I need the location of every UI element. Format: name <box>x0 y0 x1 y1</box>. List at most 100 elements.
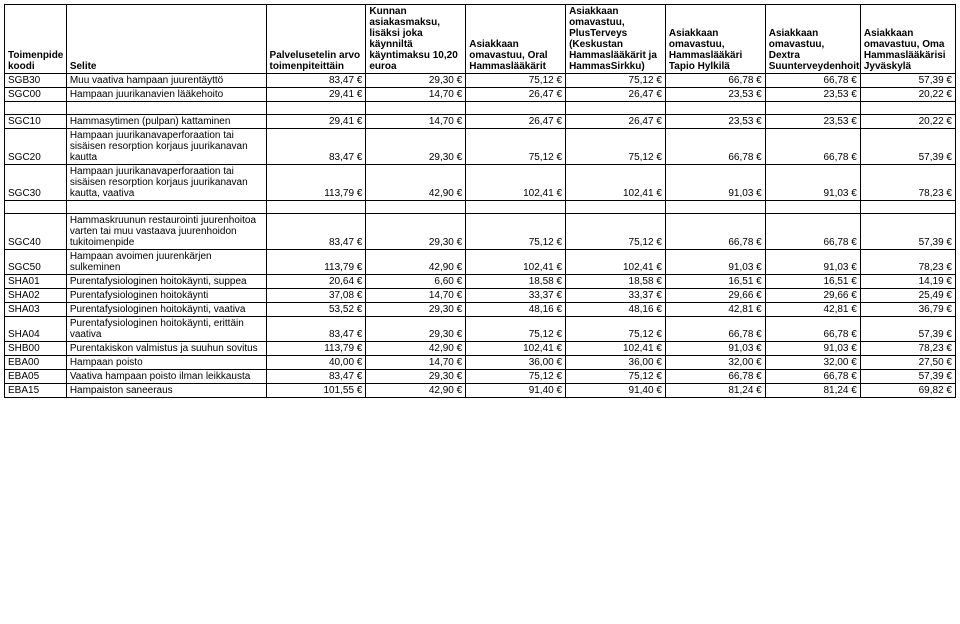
value-cell: 81,24 € <box>765 384 860 398</box>
value-cell: 66,78 € <box>665 370 765 384</box>
table-row: SGC50Hampaan avoimen juurenkärjen sulkem… <box>5 250 956 275</box>
spacer-row <box>5 102 956 115</box>
value-cell: 27,50 € <box>860 356 955 370</box>
desc-cell: Purentafysiologinen hoitokäynti <box>66 289 266 303</box>
value-cell: 102,41 € <box>466 250 566 275</box>
col-header: Kunnan asiakasmaksu, lisäksi joka käynni… <box>366 5 466 74</box>
table-row: SHA02Purentafysiologinen hoitokäynti37,0… <box>5 289 956 303</box>
code-cell: EBA05 <box>5 370 67 384</box>
value-cell: 29,30 € <box>366 303 466 317</box>
value-cell: 42,90 € <box>366 250 466 275</box>
value-cell: 102,41 € <box>466 342 566 356</box>
value-cell: 29,41 € <box>266 88 366 102</box>
code-cell: EBA15 <box>5 384 67 398</box>
value-cell: 75,12 € <box>466 317 566 342</box>
value-cell: 36,00 € <box>466 356 566 370</box>
value-cell: 66,78 € <box>665 317 765 342</box>
value-cell: 23,53 € <box>765 88 860 102</box>
value-cell: 78,23 € <box>860 250 955 275</box>
value-cell: 75,12 € <box>566 370 666 384</box>
value-cell: 18,58 € <box>466 275 566 289</box>
value-cell: 26,47 € <box>566 115 666 129</box>
value-cell: 57,39 € <box>860 129 955 165</box>
code-cell: SGC10 <box>5 115 67 129</box>
value-cell: 75,12 € <box>566 317 666 342</box>
table-row: SGC00Hampaan juurikanavien lääkehoito29,… <box>5 88 956 102</box>
value-cell: 26,47 € <box>466 115 566 129</box>
value-cell: 20,22 € <box>860 115 955 129</box>
code-cell: SHB00 <box>5 342 67 356</box>
col-header: Toimenpide koodi <box>5 5 67 74</box>
table-row: SGC40Hammaskruunun restaurointi juurenho… <box>5 214 956 250</box>
desc-cell: Purentakiskon valmistus ja suuhun sovitu… <box>66 342 266 356</box>
value-cell: 78,23 € <box>860 165 955 201</box>
table-row: SGC30Hampaan juurikanavaperforaation tai… <box>5 165 956 201</box>
value-cell: 91,03 € <box>765 342 860 356</box>
value-cell: 75,12 € <box>566 129 666 165</box>
value-cell: 91,03 € <box>765 250 860 275</box>
value-cell: 66,78 € <box>765 129 860 165</box>
value-cell: 75,12 € <box>466 129 566 165</box>
table-row: SGB30Muu vaativa hampaan juurentäyttö83,… <box>5 74 956 88</box>
value-cell: 53,52 € <box>266 303 366 317</box>
table-row: EBA05Vaativa hampaan poisto ilman leikka… <box>5 370 956 384</box>
value-cell: 29,41 € <box>266 115 366 129</box>
value-cell: 81,24 € <box>665 384 765 398</box>
value-cell: 29,30 € <box>366 370 466 384</box>
table-row: EBA15Hampaiston saneeraus101,55 €42,90 €… <box>5 384 956 398</box>
value-cell: 91,40 € <box>466 384 566 398</box>
value-cell: 40,00 € <box>266 356 366 370</box>
value-cell: 16,51 € <box>665 275 765 289</box>
value-cell: 14,70 € <box>366 356 466 370</box>
value-cell: 113,79 € <box>266 250 366 275</box>
value-cell: 6,60 € <box>366 275 466 289</box>
value-cell: 42,81 € <box>765 303 860 317</box>
value-cell: 23,53 € <box>665 115 765 129</box>
value-cell: 102,41 € <box>566 165 666 201</box>
value-cell: 29,30 € <box>366 129 466 165</box>
code-cell: SGC30 <box>5 165 67 201</box>
col-header: Selite <box>66 5 266 74</box>
value-cell: 14,70 € <box>366 115 466 129</box>
value-cell: 91,03 € <box>665 342 765 356</box>
value-cell: 20,22 € <box>860 88 955 102</box>
col-header: Palvelusetelin arvo toimenpiteittäin <box>266 5 366 74</box>
code-cell: SHA03 <box>5 303 67 317</box>
value-cell: 66,78 € <box>765 370 860 384</box>
value-cell: 83,47 € <box>266 214 366 250</box>
col-header: Asiakkaan omavastuu, Oma Hammaslääkärisi… <box>860 5 955 74</box>
desc-cell: Hammasytimen (pulpan) kattaminen <box>66 115 266 129</box>
desc-cell: Hammaskruunun restaurointi juurenhoitoa … <box>66 214 266 250</box>
code-cell: SGC00 <box>5 88 67 102</box>
price-table: Toimenpide koodi Selite Palvelusetelin a… <box>4 4 956 398</box>
value-cell: 29,66 € <box>665 289 765 303</box>
desc-cell: Hampaan juurikanavaperforaation tai sisä… <box>66 129 266 165</box>
desc-cell: Hampaan juurikanavaperforaation tai sisä… <box>66 165 266 201</box>
value-cell: 25,49 € <box>860 289 955 303</box>
table-row: SHA03Purentafysiologinen hoitokäynti, va… <box>5 303 956 317</box>
table-row: SHB00Purentakiskon valmistus ja suuhun s… <box>5 342 956 356</box>
value-cell: 83,47 € <box>266 317 366 342</box>
spacer-row <box>5 201 956 214</box>
value-cell: 75,12 € <box>466 214 566 250</box>
value-cell: 66,78 € <box>665 214 765 250</box>
table-row: SGC20Hampaan juurikanavaperforaation tai… <box>5 129 956 165</box>
value-cell: 57,39 € <box>860 317 955 342</box>
value-cell: 42,90 € <box>366 342 466 356</box>
value-cell: 36,00 € <box>566 356 666 370</box>
value-cell: 75,12 € <box>566 74 666 88</box>
value-cell: 29,66 € <box>765 289 860 303</box>
value-cell: 23,53 € <box>665 88 765 102</box>
value-cell: 26,47 € <box>466 88 566 102</box>
value-cell: 37,08 € <box>266 289 366 303</box>
value-cell: 83,47 € <box>266 74 366 88</box>
code-cell: SGC50 <box>5 250 67 275</box>
desc-cell: Hampaan poisto <box>66 356 266 370</box>
table-row: SHA01Purentafysiologinen hoitokäynti, su… <box>5 275 956 289</box>
value-cell: 16,51 € <box>765 275 860 289</box>
desc-cell: Hampaan avoimen juurenkärjen sulkeminen <box>66 250 266 275</box>
value-cell: 32,00 € <box>665 356 765 370</box>
value-cell: 33,37 € <box>466 289 566 303</box>
value-cell: 66,78 € <box>765 214 860 250</box>
value-cell: 32,00 € <box>765 356 860 370</box>
